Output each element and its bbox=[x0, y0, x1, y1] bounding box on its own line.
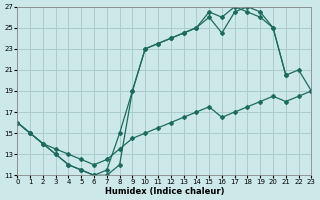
X-axis label: Humidex (Indice chaleur): Humidex (Indice chaleur) bbox=[105, 187, 224, 196]
